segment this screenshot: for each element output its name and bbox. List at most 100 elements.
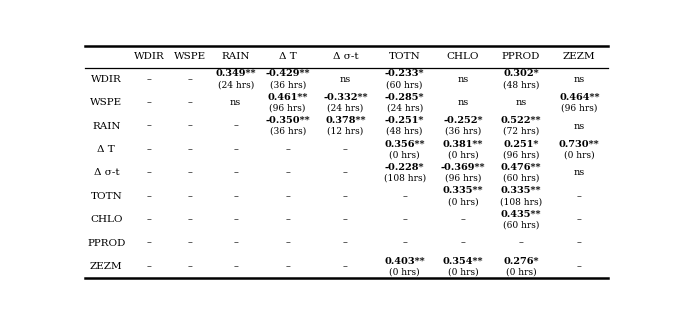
Text: (0 hrs): (0 hrs) <box>506 267 536 276</box>
Text: (0 hrs): (0 hrs) <box>389 150 420 159</box>
Text: 0.276*: 0.276* <box>504 257 539 266</box>
Text: WDIR: WDIR <box>133 52 164 61</box>
Text: 0.381**: 0.381** <box>443 140 483 149</box>
Text: ns: ns <box>457 75 468 84</box>
Text: –: – <box>147 121 151 130</box>
Text: 0.522**: 0.522** <box>501 116 541 125</box>
Text: (96 hrs): (96 hrs) <box>561 104 598 113</box>
Text: (36 hrs): (36 hrs) <box>270 80 306 89</box>
Text: –: – <box>147 238 151 247</box>
Text: –: – <box>285 168 290 177</box>
Text: Δ T: Δ T <box>279 52 297 61</box>
Text: (12 hrs): (12 hrs) <box>327 127 364 136</box>
Text: 0.464**: 0.464** <box>559 93 600 102</box>
Text: 0.349**: 0.349** <box>216 69 256 78</box>
Text: –: – <box>402 192 407 201</box>
Text: WSPE: WSPE <box>174 52 206 61</box>
Text: -0.228*: -0.228* <box>385 163 425 172</box>
Text: ns: ns <box>457 98 468 107</box>
Text: -0.233*: -0.233* <box>385 69 425 78</box>
Text: –: – <box>188 98 193 107</box>
Text: (36 hrs): (36 hrs) <box>445 127 481 136</box>
Text: (96 hrs): (96 hrs) <box>445 174 481 183</box>
Text: (96 hrs): (96 hrs) <box>270 104 306 113</box>
Text: –: – <box>285 262 290 271</box>
Text: -0.429**: -0.429** <box>266 69 310 78</box>
Text: (108 hrs): (108 hrs) <box>500 197 542 206</box>
Text: Δ σ-t: Δ σ-t <box>93 168 119 177</box>
Text: -0.251*: -0.251* <box>385 116 425 125</box>
Text: –: – <box>577 192 582 201</box>
Text: (0 hrs): (0 hrs) <box>448 150 478 159</box>
Text: (0 hrs): (0 hrs) <box>564 150 595 159</box>
Text: 0.378**: 0.378** <box>325 116 366 125</box>
Text: –: – <box>343 215 347 224</box>
Text: –: – <box>233 238 238 247</box>
Text: –: – <box>402 215 407 224</box>
Text: –: – <box>285 238 290 247</box>
Text: (0 hrs): (0 hrs) <box>389 267 420 276</box>
Text: -0.252*: -0.252* <box>443 116 483 125</box>
Text: Δ T: Δ T <box>97 145 115 154</box>
Text: CHLO: CHLO <box>90 215 122 224</box>
Text: 0.730**: 0.730** <box>559 140 600 149</box>
Text: (48 hrs): (48 hrs) <box>387 127 423 136</box>
Text: PPROD: PPROD <box>502 52 540 61</box>
Text: (24 hrs): (24 hrs) <box>327 104 364 113</box>
Text: –: – <box>460 238 465 247</box>
Text: (36 hrs): (36 hrs) <box>270 127 306 136</box>
Text: (60 hrs): (60 hrs) <box>387 80 423 89</box>
Text: RAIN: RAIN <box>221 52 250 61</box>
Text: (72 hrs): (72 hrs) <box>503 127 539 136</box>
Text: ns: ns <box>574 168 585 177</box>
Text: 0.354**: 0.354** <box>443 257 483 266</box>
Text: –: – <box>402 238 407 247</box>
Text: –: – <box>233 215 238 224</box>
Text: –: – <box>147 168 151 177</box>
Text: (60 hrs): (60 hrs) <box>503 220 539 230</box>
Text: –: – <box>147 98 151 107</box>
Text: ns: ns <box>340 75 351 84</box>
Text: (0 hrs): (0 hrs) <box>448 197 478 206</box>
Text: –: – <box>147 262 151 271</box>
Text: WSPE: WSPE <box>91 98 122 107</box>
Text: –: – <box>233 262 238 271</box>
Text: –: – <box>233 145 238 154</box>
Text: (0 hrs): (0 hrs) <box>448 267 478 276</box>
Text: (96 hrs): (96 hrs) <box>503 150 539 159</box>
Text: 0.356**: 0.356** <box>385 140 425 149</box>
Text: -0.350**: -0.350** <box>266 116 310 125</box>
Text: –: – <box>577 238 582 247</box>
Text: TOTN: TOTN <box>389 52 420 61</box>
Text: –: – <box>285 192 290 201</box>
Text: (24 hrs): (24 hrs) <box>218 80 254 89</box>
Text: 0.435**: 0.435** <box>501 210 541 219</box>
Text: WDIR: WDIR <box>91 75 122 84</box>
Text: –: – <box>343 145 347 154</box>
Text: (108 hrs): (108 hrs) <box>383 174 426 183</box>
Text: –: – <box>147 215 151 224</box>
Text: ns: ns <box>574 121 585 130</box>
Text: 0.335**: 0.335** <box>501 186 541 195</box>
Text: (60 hrs): (60 hrs) <box>503 174 539 183</box>
Text: –: – <box>147 75 151 84</box>
Text: –: – <box>188 121 193 130</box>
Text: –: – <box>188 168 193 177</box>
Text: 0.251*: 0.251* <box>504 140 539 149</box>
Text: –: – <box>233 192 238 201</box>
Text: –: – <box>518 238 523 247</box>
Text: –: – <box>343 262 347 271</box>
Text: –: – <box>188 262 193 271</box>
Text: –: – <box>188 215 193 224</box>
Text: –: – <box>343 168 347 177</box>
Text: 0.461**: 0.461** <box>268 93 308 102</box>
Text: 0.302*: 0.302* <box>503 69 539 78</box>
Text: –: – <box>285 145 290 154</box>
Text: –: – <box>188 75 193 84</box>
Text: TOTN: TOTN <box>91 192 122 201</box>
Text: ns: ns <box>230 98 241 107</box>
Text: -0.369**: -0.369** <box>441 163 485 172</box>
Text: CHLO: CHLO <box>447 52 479 61</box>
Text: (48 hrs): (48 hrs) <box>503 80 539 89</box>
Text: 0.335**: 0.335** <box>443 186 483 195</box>
